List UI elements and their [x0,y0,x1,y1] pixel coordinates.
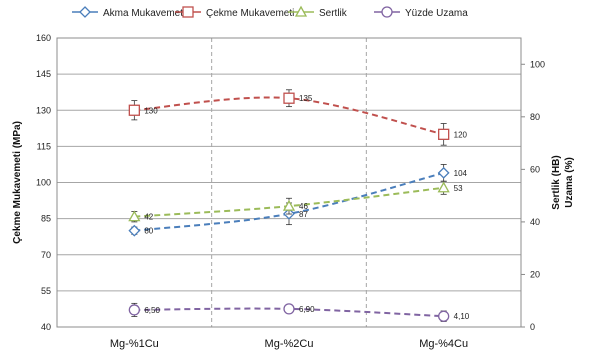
data-label: 87 [299,210,308,219]
left-tick-label: 145 [36,69,51,79]
right-tick-label: 100 [530,59,545,69]
data-point [128,104,140,116]
right-tick-label: 80 [530,112,540,122]
right-tick-label: 40 [530,217,540,227]
data-point [128,304,140,316]
legend-item: Sertlik [288,5,348,19]
series: 80 87 104 130 135 120 42 46 53 6,50 6,90 4,10 [128,89,470,322]
data-point [438,310,450,322]
data-point [437,181,450,193]
legend-marker [294,5,308,17]
data-point [283,92,295,104]
data-label: 53 [454,184,463,193]
data-point [437,166,450,179]
legend-marker [79,6,91,18]
legend: Akma Mukavemeti Çekme Mukavemeti Sertlik Yü… [72,5,468,19]
series-diamond: 80 87 104 [128,164,468,237]
left-axis-title: Çekme Mukavemeti (MPa) [12,121,23,244]
series-circle: 6,50 6,90 4,10 [128,302,470,322]
data-label: 104 [454,169,468,178]
left-tick-label: 85 [41,214,51,224]
data-point [128,224,141,237]
data-label: 130 [144,106,158,115]
legend-item: Çekme Mukavemeti [175,6,294,19]
data-label: 6,90 [299,305,315,314]
legend-marker [381,6,393,18]
right-tick-label: 60 [530,164,540,174]
series-triangle: 42 46 53 [128,180,463,223]
legend-marker [182,6,194,18]
data-point [438,128,450,140]
category-label: Mg-%2Cu [265,338,314,350]
data-label: 6,50 [144,306,160,315]
left-tick-label: 160 [36,33,51,43]
legend-item: Yüzde Uzama [374,6,468,19]
data-label: 80 [144,227,153,236]
left-tick-label: 55 [41,286,51,296]
data-point [283,303,295,315]
legend-label: Çekme Mukavemeti [206,8,294,19]
data-label: 46 [299,202,308,211]
left-tick-label: 100 [36,178,51,188]
category-label: Mg-%1Cu [110,338,159,350]
left-tick-label: 130 [36,105,51,115]
category-label: Mg-%4Cu [419,338,468,350]
gridlines [57,37,521,328]
right-axis-title-top: Sertlik (HB) [551,155,562,209]
data-point [282,199,296,211]
plot-border [56,37,522,328]
legend-label: Sertlik [319,8,348,19]
left-tick-label: 115 [37,141,51,151]
right-tick-label: 20 [530,269,540,279]
series-square: 130 135 120 [128,89,468,146]
legend-label: Akma Mukavemeti [103,8,185,19]
data-label: 42 [144,213,153,222]
data-point [128,210,141,222]
right-axis-title-bottom: Uzama (%) [564,157,575,208]
left-tick-label: 70 [41,250,51,260]
legend-item: Akma Mukavemeti [72,6,185,19]
legend-label: Yüzde Uzama [405,8,468,19]
data-label: 120 [454,130,468,139]
data-label: 135 [299,94,313,103]
axes: 40 55 70 85 100 115 130 145 160 0 20 40 60 80 100 Mg-%1… [12,33,575,350]
data-label: 4,10 [454,312,470,321]
right-tick-label: 0 [530,322,535,332]
left-tick-label: 40 [41,322,51,332]
